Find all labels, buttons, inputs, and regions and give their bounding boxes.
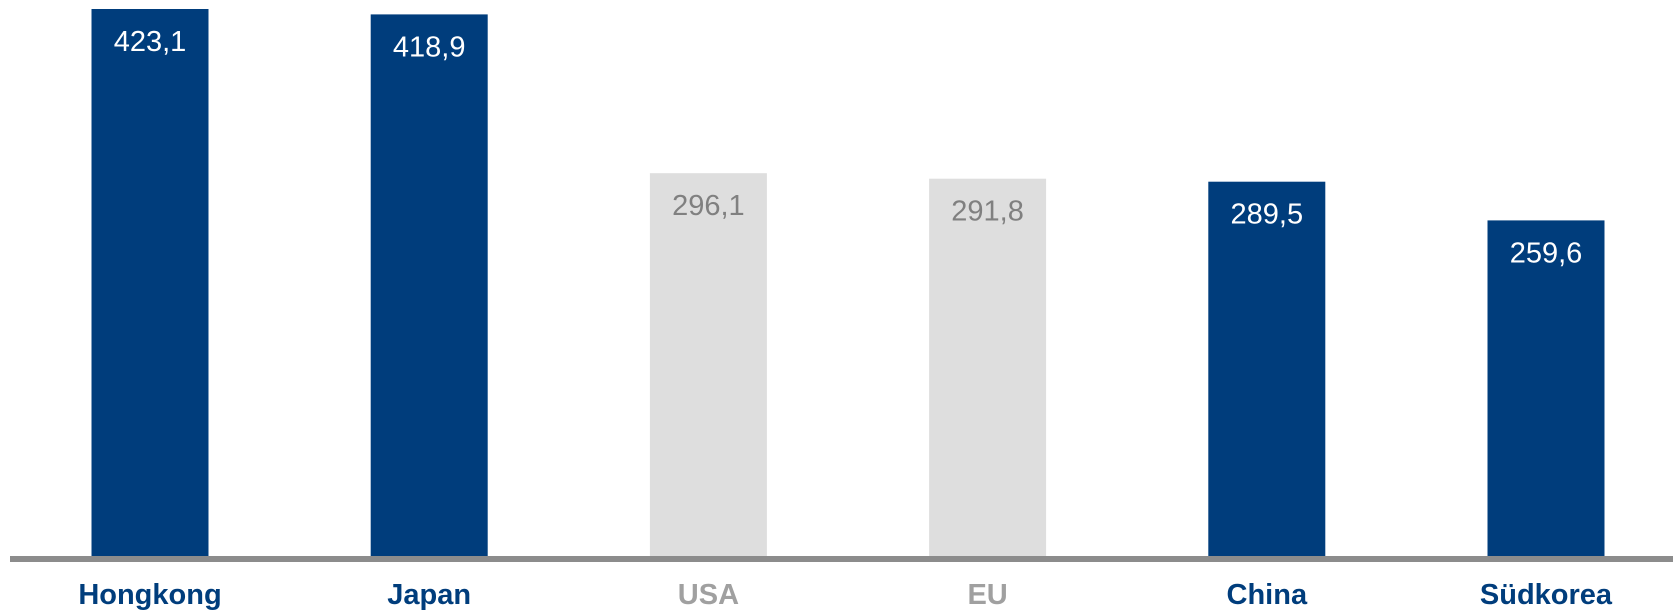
value-label-eu: 291,8	[951, 196, 1024, 228]
category-label-china: China	[1227, 579, 1308, 611]
category-label-usa: USA	[678, 579, 739, 611]
bar-japan	[370, 14, 488, 556]
bar-hongkong	[91, 9, 209, 556]
labels-layer: 423,1 Hongkong 418,9 Japan 296,1 USA 291,8 EU 28…	[78, 26, 1613, 611]
value-label-usa: 296,1	[672, 190, 745, 222]
category-label-hongkong: Hongkong	[78, 579, 221, 611]
bar-usa	[649, 173, 767, 556]
bars-layer	[91, 9, 1605, 556]
category-label-sudkorea: Südkorea	[1480, 579, 1613, 611]
category-label-japan: Japan	[387, 579, 471, 611]
bar-eu	[929, 178, 1047, 556]
bar-sudkorea	[1487, 220, 1605, 556]
value-label-hongkong: 423,1	[114, 26, 187, 58]
bar-china	[1208, 181, 1326, 556]
category-label-eu: EU	[967, 579, 1007, 611]
value-label-sudkorea: 259,6	[1510, 237, 1583, 269]
value-label-japan: 418,9	[393, 31, 466, 63]
value-label-china: 289,5	[1231, 199, 1304, 231]
